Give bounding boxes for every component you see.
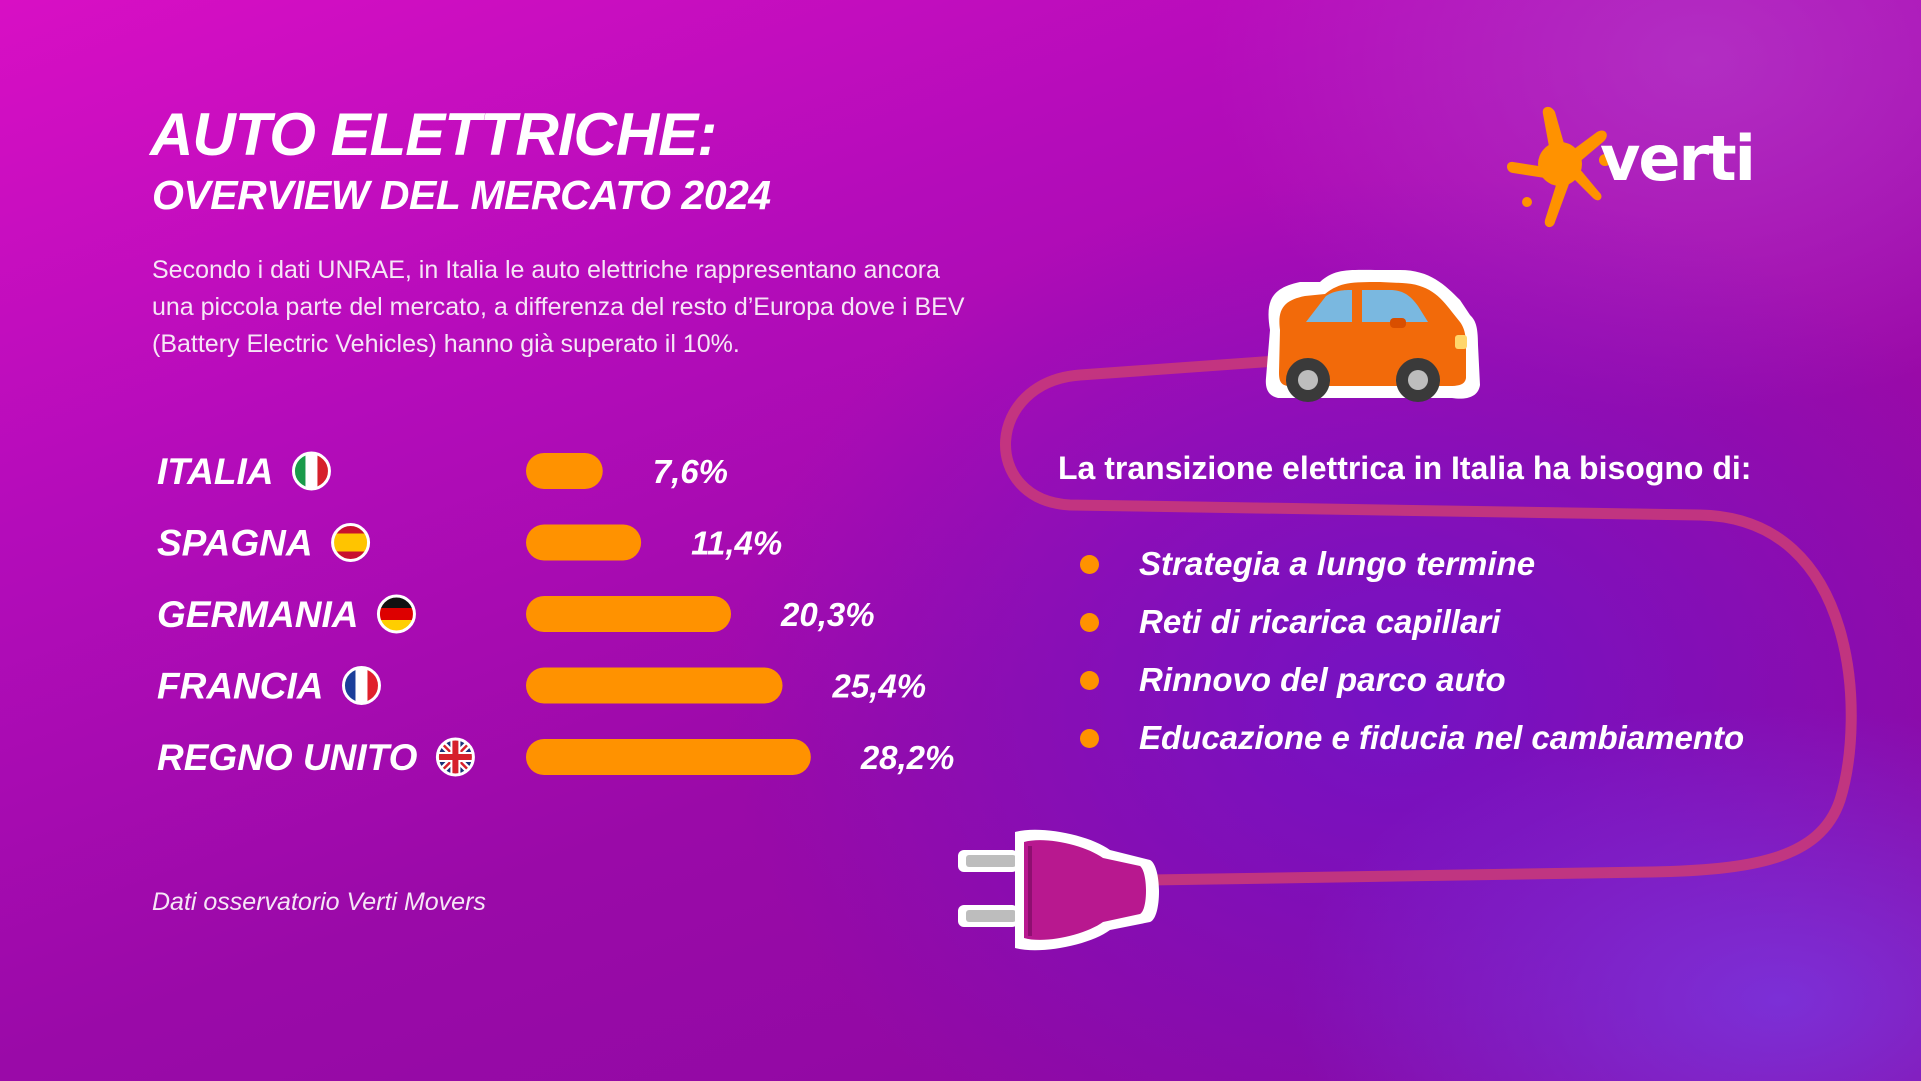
verti-splash-icon bbox=[1507, 106, 1611, 228]
source-note: Dati osservatorio Verti Movers bbox=[152, 888, 486, 916]
category-label: REGNO UNITO bbox=[157, 737, 418, 778]
bar bbox=[526, 667, 783, 704]
fr-flag-icon bbox=[341, 666, 381, 705]
bar bbox=[526, 739, 811, 775]
list-item: Strategia a lungo termine bbox=[1080, 535, 1744, 593]
list-item: Educazione e fiducia nel cambiamento bbox=[1080, 709, 1744, 767]
bullet-dot-icon bbox=[1080, 612, 1099, 632]
plug-icon bbox=[958, 829, 1159, 951]
page-title: AUTO ELETTRICHE: bbox=[150, 101, 717, 168]
category-label: ITALIA bbox=[157, 451, 273, 492]
category-label: FRANCIA bbox=[157, 666, 323, 707]
verti-logo: verti bbox=[1505, 102, 1756, 242]
value-label: 28,2% bbox=[860, 739, 955, 776]
bullet-dot-icon bbox=[1080, 554, 1099, 574]
uk-flag-icon bbox=[435, 737, 475, 777]
car-icon bbox=[1265, 269, 1480, 402]
needs-heading: La transizione elettrica in Italia ha bi… bbox=[1058, 450, 1752, 486]
value-label: 11,4% bbox=[691, 525, 782, 562]
chart-row-spagna: SPAGNA 11,4% bbox=[157, 523, 782, 564]
page-subtitle: OVERVIEW DEL MERCATO 2024 bbox=[152, 172, 771, 218]
category-label: SPAGNA bbox=[157, 523, 313, 564]
value-label: 25,4% bbox=[832, 668, 927, 705]
list-item: Reti di ricarica capillari bbox=[1080, 593, 1744, 651]
verti-logo-text: verti bbox=[1600, 122, 1756, 195]
de-flag-icon bbox=[376, 594, 416, 634]
bullet-dot-icon bbox=[1080, 728, 1099, 748]
bar bbox=[526, 596, 732, 632]
es-flag-icon bbox=[331, 523, 371, 562]
value-label: 7,6% bbox=[653, 453, 728, 490]
category-label: GERMANIA bbox=[157, 594, 358, 635]
chart-row-germania: GERMANIA 20,3% bbox=[157, 594, 875, 635]
chart-row-italia: ITALIA 7,6% bbox=[157, 451, 728, 492]
cable-line bbox=[1000, 354, 1857, 886]
chart-row-regno-unito: REGNO UNITO 28,2% bbox=[157, 737, 954, 778]
bar bbox=[526, 453, 603, 489]
intro-paragraph: Secondo i dati UNRAE, in Italia le auto … bbox=[152, 256, 965, 358]
bar bbox=[526, 524, 642, 561]
bullet-dot-icon bbox=[1080, 670, 1099, 690]
needs-list: Strategia a lungo termine Reti di ricari… bbox=[1080, 535, 1744, 767]
chart-row-francia: FRANCIA 25,4% bbox=[157, 666, 926, 707]
it-flag-icon bbox=[291, 451, 331, 491]
list-item: Rinnovo del parco auto bbox=[1080, 651, 1744, 709]
value-label: 20,3% bbox=[780, 596, 875, 633]
